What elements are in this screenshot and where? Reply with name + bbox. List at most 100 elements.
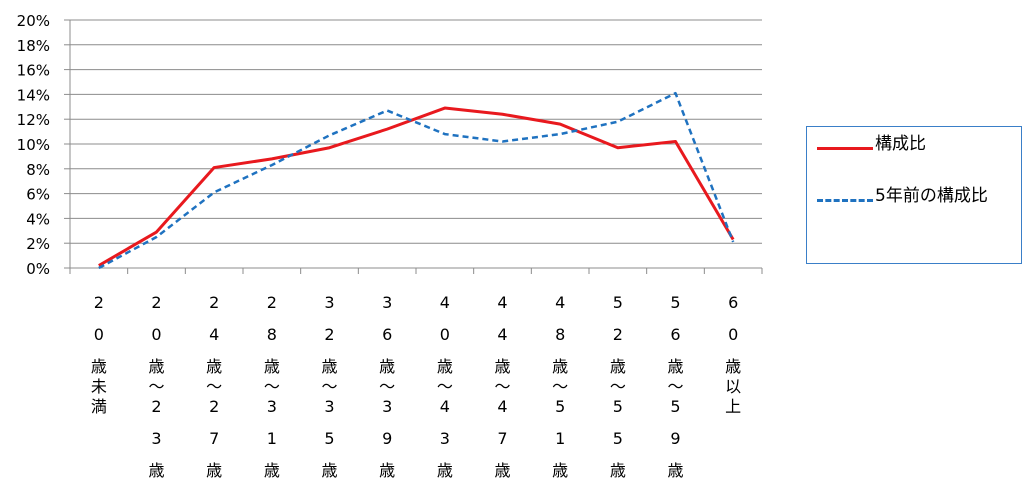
x-tick-label-char: 0	[440, 325, 450, 344]
x-tick-label-char: 歳	[379, 357, 395, 376]
x-tick-label-char: 歳	[206, 461, 222, 480]
x-tick-label-char: 歳	[321, 357, 337, 376]
x-tick-label-char: 歳	[667, 357, 683, 376]
x-tick-label-char: 〜	[494, 377, 510, 396]
x-tick-label-char: 5	[670, 397, 680, 416]
x-tick-label-char: 〜	[379, 377, 395, 396]
x-tick-label-char: 〜	[552, 377, 568, 396]
legend: 構成比 5年前の構成比	[806, 126, 1022, 264]
x-tick-label-char: 〜	[667, 377, 683, 396]
x-tick-label-char: 4	[209, 325, 219, 344]
legend-item-series-1: 構成比	[817, 133, 1015, 155]
x-tick-label-char: 3	[440, 429, 450, 448]
x-tick-label-char: 2	[94, 293, 104, 312]
x-tick-label-char: 歳	[379, 461, 395, 480]
x-tick-label-char: 未	[91, 377, 107, 396]
x-tick-label-char: 歳	[494, 357, 510, 376]
x-tick-label-char: 4	[440, 293, 450, 312]
legend-item-series-2: 5年前の構成比	[817, 185, 1015, 207]
x-tick-label-char: 4	[440, 397, 450, 416]
x-tick-label-char: 6	[728, 293, 738, 312]
x-tick-label-char: 〜	[148, 377, 164, 396]
x-tick-label-char: 2	[151, 397, 161, 416]
x-tick-label-char: 歳	[610, 461, 626, 480]
x-tick-label-char: 歳	[264, 461, 280, 480]
y-tick-label: 2%	[26, 235, 50, 253]
x-tick-label-char: 歳	[437, 461, 453, 480]
x-tick-label-char: 2	[209, 293, 219, 312]
x-tick-label-char: 歳	[552, 357, 568, 376]
x-tick-label-char: 8	[555, 325, 565, 344]
x-tick-label-char: 5	[613, 293, 623, 312]
x-tick-label-char: 5	[613, 429, 623, 448]
x-tick-label-char: 2	[267, 293, 277, 312]
x-tick-label-char: 5	[670, 293, 680, 312]
x-tick-label-char: 歳	[91, 357, 107, 376]
legend-swatch-series-2	[817, 199, 873, 202]
x-tick-label-char: 2	[151, 293, 161, 312]
x-tick-label-char: 〜	[321, 377, 337, 396]
x-tick-label-char: 3	[324, 397, 334, 416]
x-tick-label-char: 7	[497, 429, 507, 448]
x-tick-label-char: 歳	[552, 461, 568, 480]
legend-label-series-1: 構成比	[875, 133, 1015, 155]
x-tick-label-char: 1	[267, 429, 277, 448]
x-tick-label-char: 2	[324, 325, 334, 344]
x-tick-label-char: 5	[555, 397, 565, 416]
legend-label-series-2: 5年前の構成比	[875, 185, 1015, 207]
x-tick-label-char: 9	[670, 429, 680, 448]
x-tick-label-char: 歳	[494, 461, 510, 480]
x-tick-label-char: 歳	[725, 357, 741, 376]
x-tick-label-char: 6	[382, 325, 392, 344]
series-line-1	[99, 108, 733, 265]
x-tick-label-char: 4	[555, 293, 565, 312]
y-tick-label: 12%	[17, 111, 50, 129]
x-tick-label-char: 3	[324, 293, 334, 312]
x-tick-label-char: 0	[728, 325, 738, 344]
x-tick-label-char: 0	[151, 325, 161, 344]
x-tick-label-char: 3	[382, 293, 392, 312]
x-tick-label-char: 〜	[206, 377, 222, 396]
x-tick-label-char: 8	[267, 325, 277, 344]
x-tick-label-char: 以	[725, 377, 741, 396]
y-tick-label: 4%	[26, 210, 50, 228]
x-tick-label-char: 2	[613, 325, 623, 344]
x-tick-label-char: 3	[151, 429, 161, 448]
y-tick-label: 10%	[17, 136, 50, 154]
legend-swatch-series-1	[817, 147, 873, 150]
x-tick-label-char: 0	[94, 325, 104, 344]
y-tick-label: 8%	[26, 161, 50, 179]
x-tick-label-char: 9	[382, 429, 392, 448]
x-tick-label-char: 3	[382, 397, 392, 416]
x-tick-label-char: 歳	[148, 461, 164, 480]
y-tick-label: 6%	[26, 186, 50, 204]
x-tick-label-char: 6	[670, 325, 680, 344]
y-tick-label: 20%	[17, 12, 50, 30]
x-tick-label-char: 歳	[148, 357, 164, 376]
x-tick-label-char: 歳	[667, 461, 683, 480]
x-tick-label-char: 〜	[264, 377, 280, 396]
y-tick-label: 18%	[17, 37, 50, 55]
x-tick-label-char: 4	[497, 397, 507, 416]
x-tick-label-char: 歳	[610, 357, 626, 376]
y-tick-label: 16%	[17, 62, 50, 80]
x-tick-label-char: 歳	[437, 357, 453, 376]
x-tick-label-char: 歳	[206, 357, 222, 376]
x-tick-label-char: 5	[324, 429, 334, 448]
x-tick-label-char: 4	[497, 325, 507, 344]
x-tick-label-char: 2	[209, 397, 219, 416]
x-tick-label-char: 〜	[610, 377, 626, 396]
x-tick-label-char: 7	[209, 429, 219, 448]
x-tick-label-char: 満	[91, 397, 107, 416]
y-tick-label: 14%	[17, 86, 50, 104]
x-tick-label-char: 〜	[437, 377, 453, 396]
x-tick-label-char: 歳	[321, 461, 337, 480]
x-tick-label-char: 5	[613, 397, 623, 416]
x-tick-label-char: 3	[267, 397, 277, 416]
x-tick-label-char: 歳	[264, 357, 280, 376]
y-tick-label: 0%	[26, 260, 50, 278]
x-tick-label-char: 1	[555, 429, 565, 448]
x-tick-label-char: 4	[497, 293, 507, 312]
x-tick-label-char: 上	[725, 397, 741, 416]
